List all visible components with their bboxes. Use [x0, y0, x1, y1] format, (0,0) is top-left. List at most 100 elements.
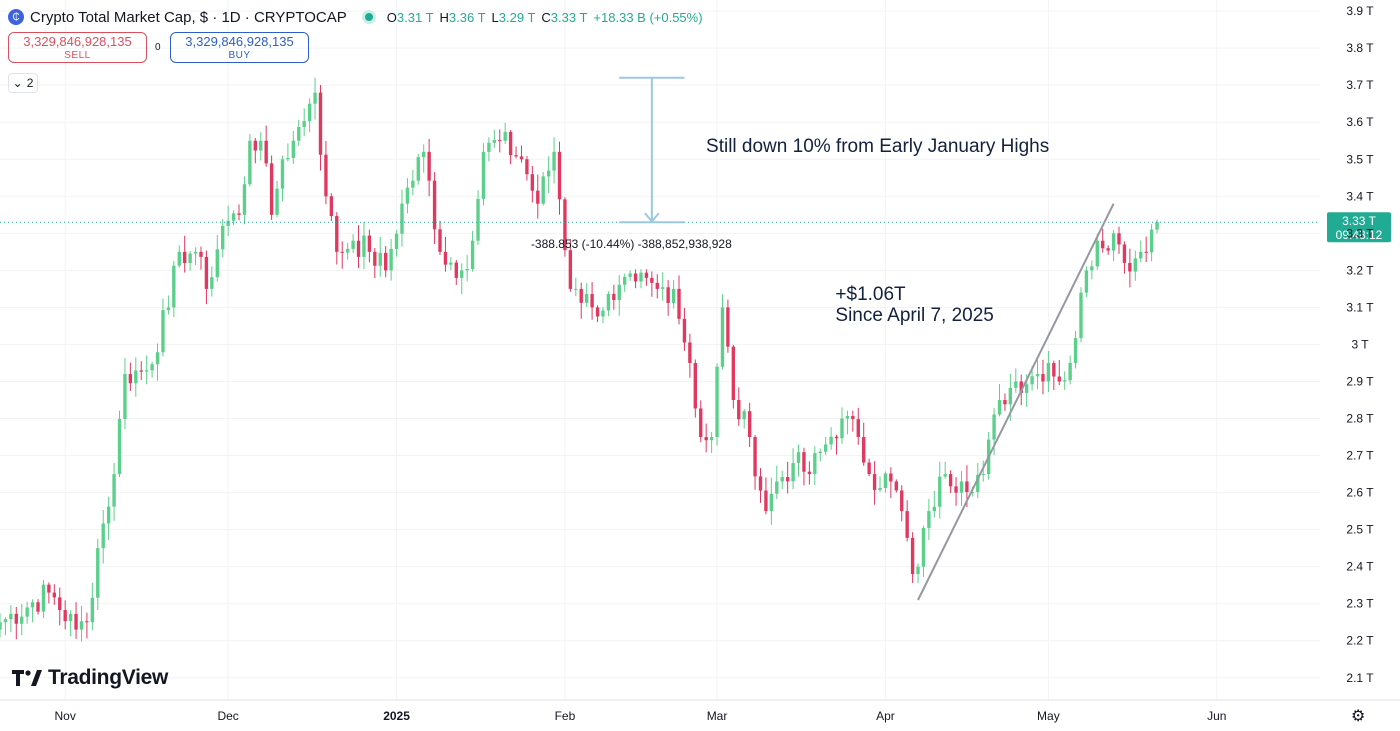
candle: [177, 245, 181, 268]
candle: [785, 461, 790, 494]
candle-body: [737, 400, 741, 420]
candle-body: [1133, 258, 1137, 272]
candle-body: [1139, 251, 1143, 259]
buy-button[interactable]: 3,329,846,928,135 BUY: [170, 32, 309, 63]
candle-body: [335, 215, 339, 252]
candle: [231, 210, 236, 226]
candle-body: [210, 277, 214, 289]
candle: [883, 471, 888, 493]
candle: [948, 470, 953, 494]
candle-body: [1155, 222, 1159, 230]
buy-price: 3,329,846,928,135: [185, 34, 294, 49]
candle-body: [612, 293, 616, 300]
spread-value: 0: [155, 42, 161, 53]
candle: [606, 291, 611, 317]
candle: [41, 580, 46, 619]
candle: [275, 181, 279, 218]
candle-body: [1149, 229, 1154, 253]
candle-body: [324, 154, 328, 197]
candle: [579, 282, 583, 319]
candle-body: [41, 584, 46, 612]
candle-body: [704, 437, 708, 441]
candle: [335, 212, 339, 265]
symbol-header: ₵ Crypto Total Market Cap, $ · 1D · CRYP…: [8, 6, 703, 28]
candle-body: [307, 103, 312, 122]
candle: [889, 467, 893, 499]
candle: [264, 125, 268, 167]
candle-body: [959, 481, 964, 493]
price-tick-label: 3.6 T: [1346, 115, 1374, 129]
candle-body: [416, 157, 420, 181]
candle-body: [1035, 374, 1040, 377]
candle-body: [823, 444, 828, 452]
candle-body: [183, 251, 187, 264]
candle-body: [63, 610, 67, 622]
candle-body: [807, 471, 812, 475]
ohlc-high: H3.36 T: [439, 9, 486, 25]
time-axis: Nov Dec 2025 Feb Mar Apr May Jun: [0, 699, 1400, 723]
candle: [639, 269, 643, 289]
candle-body: [606, 293, 611, 311]
candle-body: [25, 607, 29, 617]
candle-body: [731, 346, 736, 400]
candle-body: [715, 366, 719, 438]
drawings-layer: 3.33 T09:48:12 -388.853 (-10.44%) -388,85…: [0, 76, 1391, 601]
candle-body: [1019, 381, 1023, 393]
candle: [644, 269, 649, 286]
candle: [389, 238, 393, 281]
candle-body: [79, 621, 84, 630]
candle-body: [601, 310, 605, 317]
candle-body: [14, 613, 18, 624]
candle-body: [753, 437, 757, 477]
candle-body: [557, 151, 562, 200]
candle-body: [291, 140, 296, 158]
candle: [68, 610, 73, 637]
candle: [58, 587, 62, 626]
candle: [400, 189, 404, 247]
candle-body: [682, 318, 687, 343]
candle-body: [845, 416, 850, 419]
candle-body: [726, 307, 730, 347]
candle: [117, 410, 122, 478]
candle-body: [1079, 292, 1083, 339]
price-tick-label: 2.5 T: [1346, 523, 1374, 537]
candle-body: [644, 272, 649, 278]
candle-body: [155, 352, 160, 365]
symbol-title[interactable]: Crypto Total Market Cap, $ · 1D · CRYPTO…: [30, 8, 347, 26]
candle-body: [204, 256, 209, 289]
candle: [910, 532, 915, 583]
candle-body: [1024, 384, 1029, 393]
candle-body: [1063, 380, 1067, 382]
price-tick-label: 2.7 T: [1346, 449, 1374, 463]
candle: [74, 602, 78, 639]
candle-body: [927, 511, 931, 528]
price-tick-label: 2.2 T: [1346, 634, 1374, 648]
tradingview-logo[interactable]: TradingView: [12, 666, 168, 690]
candle: [519, 145, 524, 163]
candle: [894, 479, 898, 493]
sell-button[interactable]: 3,329,846,928,135 SELL: [8, 32, 147, 63]
candle-body: [302, 121, 306, 128]
candle: [383, 246, 388, 278]
candle: [438, 220, 442, 255]
candle-body: [862, 437, 866, 463]
candle-body: [1057, 376, 1061, 382]
candle-body: [275, 188, 279, 215]
candle: [633, 269, 638, 289]
candle: [329, 193, 334, 221]
candle-body: [617, 284, 621, 300]
candle: [704, 423, 708, 453]
candle-body: [237, 213, 241, 215]
gear-icon[interactable]: ⚙: [1351, 708, 1366, 725]
indicators-toggle-button[interactable]: ⌄ 2: [8, 73, 38, 93]
market-status-icon[interactable]: [364, 13, 373, 21]
candle-body: [427, 151, 431, 181]
candle: [851, 410, 855, 432]
candle-body: [655, 282, 659, 289]
candle: [595, 305, 600, 322]
candle-body: [3, 619, 8, 623]
candle: [324, 140, 328, 205]
candle-body: [351, 240, 355, 249]
candle: [682, 307, 687, 351]
